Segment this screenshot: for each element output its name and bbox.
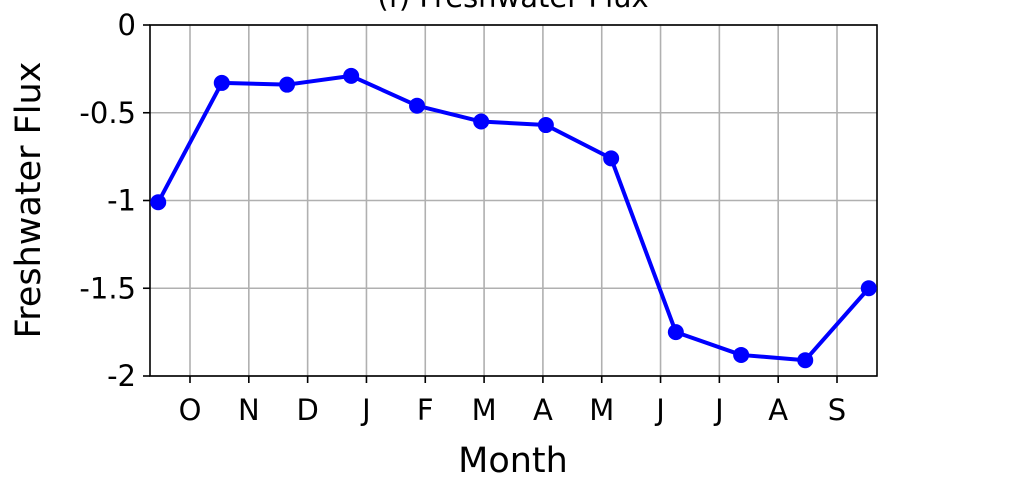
y-tick-label: -1.5: [79, 271, 136, 305]
x-tick-label: N: [238, 393, 260, 427]
x-tick-label: M: [472, 393, 497, 427]
data-point: [733, 346, 750, 363]
data-point: [603, 150, 620, 167]
data-point: [279, 76, 296, 93]
x-tick-label: J: [713, 393, 724, 427]
y-tick-label: 0: [118, 8, 136, 42]
data-point: [343, 67, 360, 84]
data-point: [537, 117, 554, 134]
data-point: [409, 97, 426, 114]
y-tick-label: -1: [107, 184, 136, 218]
x-tick-label: A: [533, 393, 553, 427]
x-tick-label: D: [296, 393, 318, 427]
x-tick-label: O: [179, 393, 202, 427]
data-point: [860, 280, 877, 297]
plot-frame: [149, 24, 878, 377]
x-axis-label: Month: [458, 441, 568, 480]
x-tick-label: A: [768, 393, 788, 427]
x-tick-label: J: [360, 393, 371, 427]
x-tick-label: M: [589, 393, 614, 427]
x-tick-label: J: [654, 393, 665, 427]
series-line: [156, 73, 871, 363]
data-point: [150, 194, 167, 211]
data-point: [797, 352, 814, 369]
y-axis-label: Freshwater Flux: [9, 62, 49, 339]
chart-title: (f) Freshwater Flux: [377, 0, 648, 14]
data-point: [213, 74, 230, 91]
data-point: [667, 324, 684, 341]
y-tick-label: -0.5: [79, 96, 136, 130]
y-tick-label: -2: [107, 359, 136, 393]
x-tick-label: F: [417, 393, 434, 427]
x-tick-label: S: [828, 393, 846, 427]
data-point: [473, 113, 490, 130]
